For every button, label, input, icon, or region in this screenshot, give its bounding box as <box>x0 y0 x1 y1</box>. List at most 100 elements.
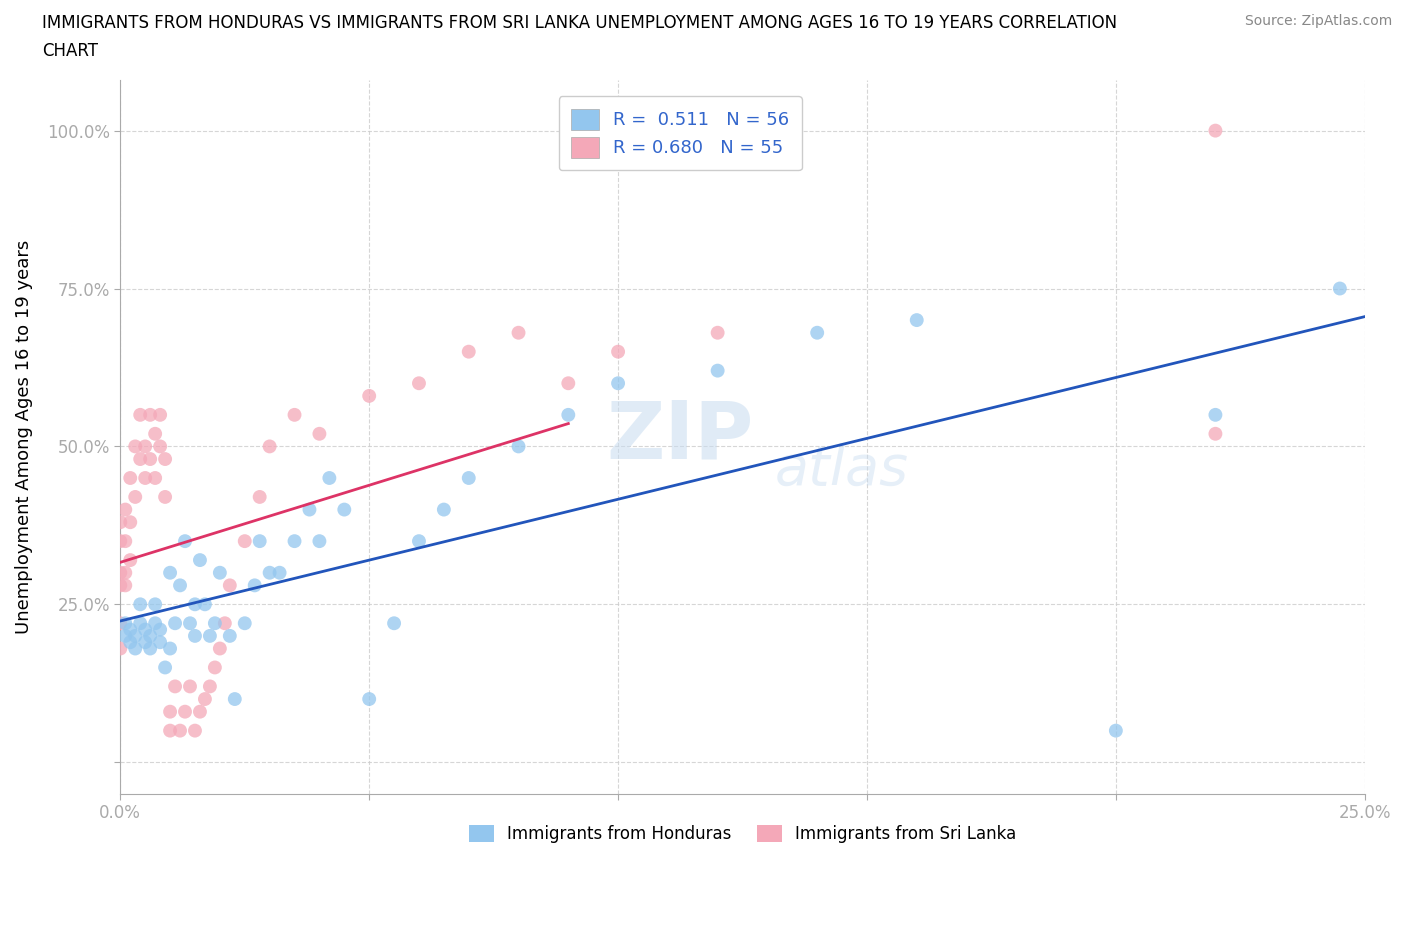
Point <box>134 635 156 650</box>
Point <box>153 489 176 504</box>
Point <box>110 616 132 631</box>
Point <box>120 622 142 637</box>
Point <box>114 502 136 517</box>
Point <box>149 407 172 422</box>
Point <box>179 616 201 631</box>
Point <box>249 534 271 549</box>
Text: Source: ZipAtlas.com: Source: ZipAtlas.com <box>1244 14 1392 28</box>
Point <box>179 679 201 694</box>
Point <box>153 452 176 467</box>
Point <box>333 502 356 517</box>
Point <box>243 578 266 592</box>
Point <box>1204 426 1226 441</box>
Point <box>114 578 136 592</box>
Point <box>174 704 197 719</box>
Point <box>134 622 156 637</box>
Point <box>283 407 305 422</box>
Point <box>188 704 211 719</box>
Point <box>259 565 281 580</box>
Point <box>298 502 321 517</box>
Point <box>706 326 728 340</box>
Point <box>174 534 197 549</box>
Point <box>557 407 579 422</box>
Legend: Immigrants from Honduras, Immigrants from Sri Lanka: Immigrants from Honduras, Immigrants fro… <box>463 818 1022 850</box>
Point <box>159 641 181 656</box>
Point <box>143 616 166 631</box>
Point <box>184 597 207 612</box>
Point <box>188 552 211 567</box>
Point <box>408 376 430 391</box>
Point <box>165 616 187 631</box>
Point <box>143 426 166 441</box>
Point <box>359 389 381 404</box>
Point <box>159 565 181 580</box>
Point <box>139 641 162 656</box>
Point <box>165 679 187 694</box>
Point <box>143 597 166 612</box>
Point <box>139 407 162 422</box>
Point <box>508 326 530 340</box>
Point <box>139 452 162 467</box>
Point <box>120 471 142 485</box>
Point <box>557 376 579 391</box>
Point <box>120 635 142 650</box>
Point <box>129 407 152 422</box>
Point <box>218 629 240 644</box>
Point <box>208 641 231 656</box>
Point <box>134 439 156 454</box>
Point <box>308 426 330 441</box>
Point <box>198 679 221 694</box>
Point <box>457 471 479 485</box>
Point <box>1105 724 1128 738</box>
Point <box>184 629 207 644</box>
Point <box>169 578 191 592</box>
Point <box>114 534 136 549</box>
Point <box>124 489 146 504</box>
Point <box>124 439 146 454</box>
Text: atlas: atlas <box>775 443 910 496</box>
Point <box>269 565 291 580</box>
Point <box>110 641 132 656</box>
Text: CHART: CHART <box>42 42 98 60</box>
Point <box>208 565 231 580</box>
Point <box>110 515 132 530</box>
Point <box>508 439 530 454</box>
Point <box>169 724 191 738</box>
Point <box>308 534 330 549</box>
Point <box>806 326 828 340</box>
Point <box>139 629 162 644</box>
Point <box>149 622 172 637</box>
Point <box>607 376 630 391</box>
Point <box>607 344 630 359</box>
Point <box>114 616 136 631</box>
Point <box>120 552 142 567</box>
Point <box>457 344 479 359</box>
Point <box>159 704 181 719</box>
Text: ZIP: ZIP <box>606 398 754 476</box>
Point <box>706 364 728 379</box>
Point <box>194 597 217 612</box>
Point <box>214 616 236 631</box>
Point <box>124 641 146 656</box>
Point <box>433 502 456 517</box>
Point <box>359 692 381 707</box>
Point <box>129 597 152 612</box>
Point <box>233 616 256 631</box>
Point <box>134 471 156 485</box>
Point <box>1204 407 1226 422</box>
Point <box>224 692 246 707</box>
Point <box>149 635 172 650</box>
Point <box>153 660 176 675</box>
Point <box>218 578 240 592</box>
Point <box>1329 281 1351 296</box>
Point <box>382 616 405 631</box>
Point <box>204 660 226 675</box>
Point <box>198 629 221 644</box>
Point <box>905 312 928 327</box>
Point <box>194 692 217 707</box>
Point <box>114 565 136 580</box>
Point <box>283 534 305 549</box>
Point <box>149 439 172 454</box>
Point <box>110 534 132 549</box>
Point <box>159 724 181 738</box>
